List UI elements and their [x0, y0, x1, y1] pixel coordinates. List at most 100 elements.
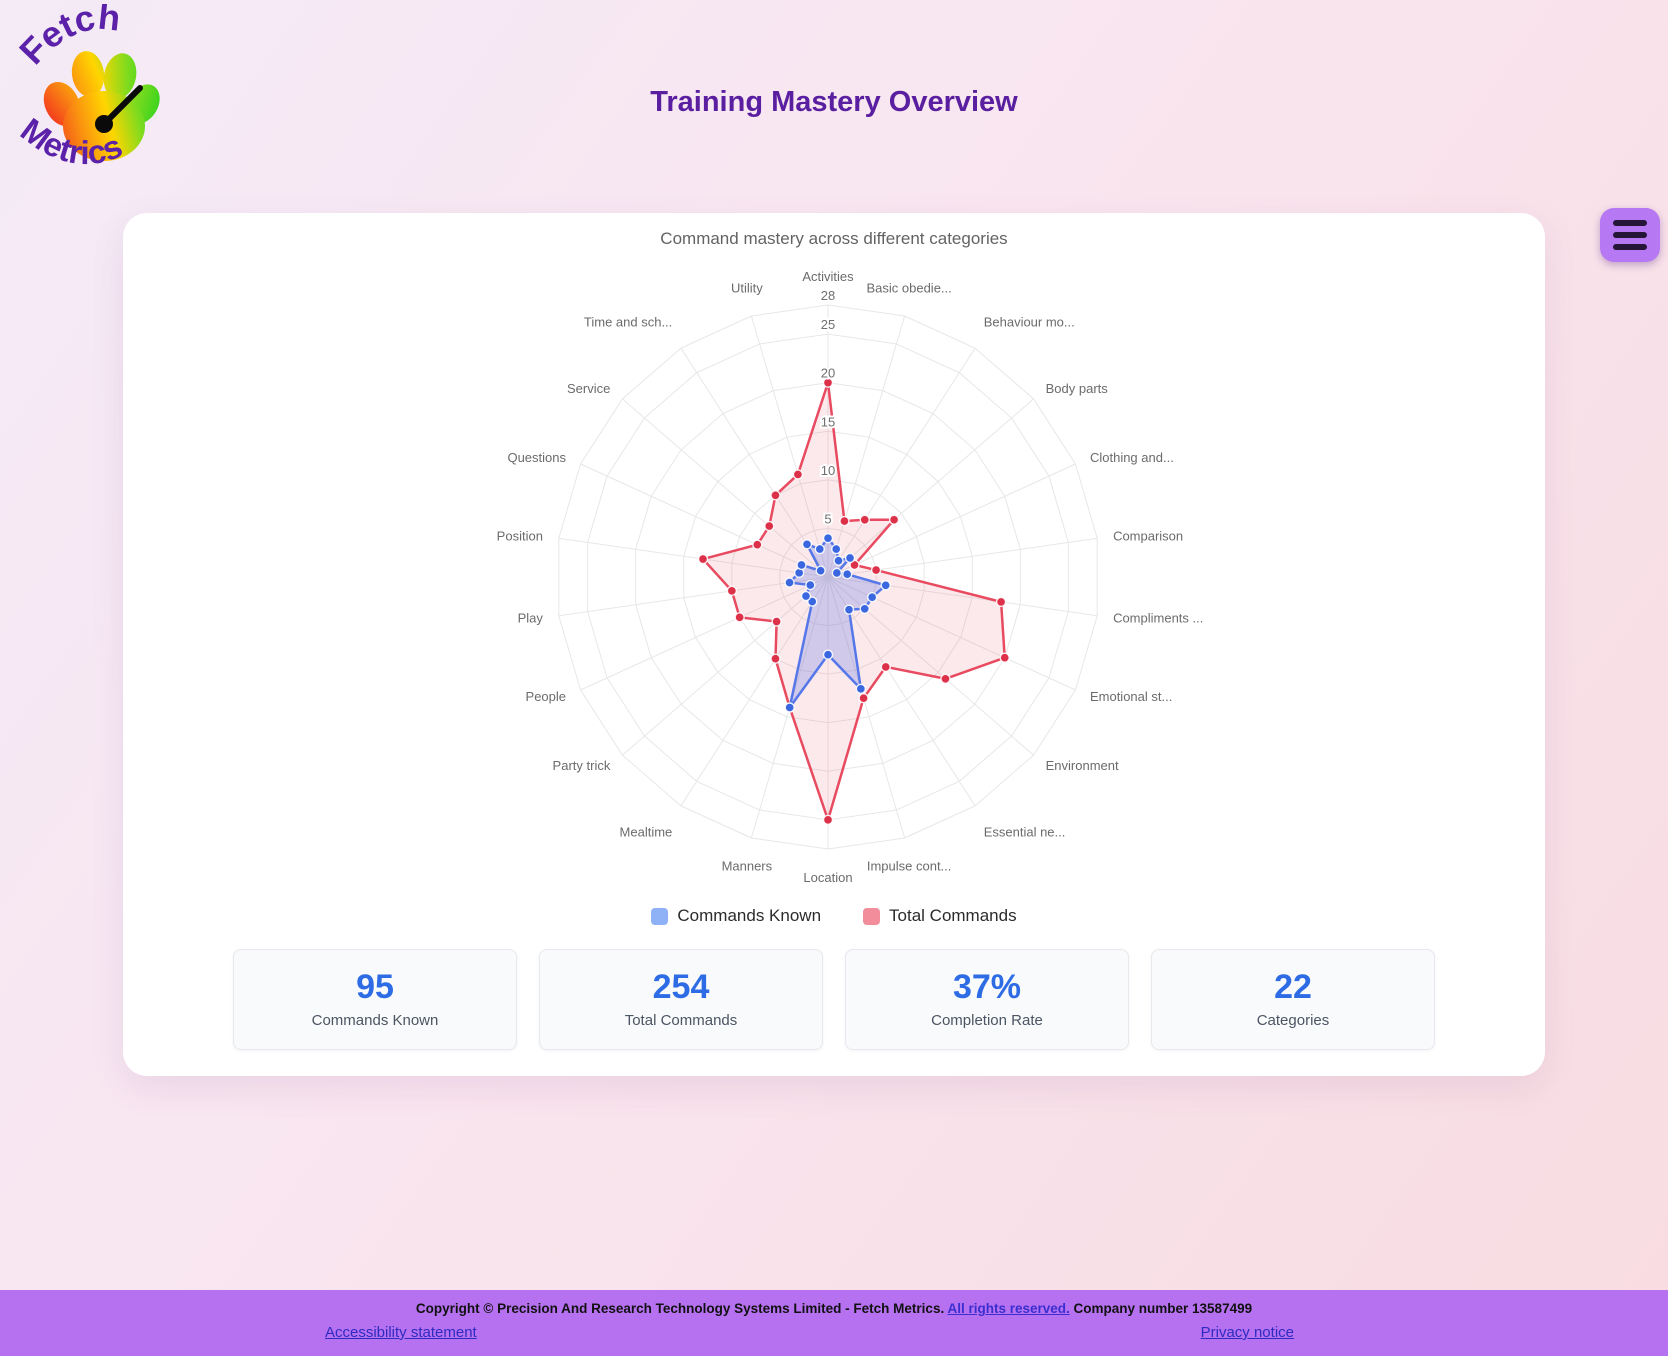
data-point: [831, 567, 843, 579]
data-point: [888, 514, 900, 525]
data-point: [822, 814, 834, 826]
category-label: Location: [803, 870, 852, 885]
grid-spoke: [558, 537, 829, 578]
grid-spoke: [827, 463, 1076, 578]
category-label: Position: [497, 529, 543, 544]
category-label: Play: [518, 610, 544, 625]
data-point: [752, 539, 763, 550]
data-point: [822, 649, 834, 660]
data-point: [784, 577, 795, 588]
data-point: [842, 569, 853, 580]
data-point: [858, 692, 869, 704]
grid-spoke: [827, 576, 976, 807]
data-point: [880, 661, 891, 673]
grid-spoke: [680, 347, 829, 578]
data-point: [999, 652, 1010, 663]
data-point: [855, 683, 867, 695]
footer: Copyright © Precision And Research Techn…: [0, 1290, 1668, 1356]
data-point: [734, 612, 745, 623]
data-point: [796, 559, 807, 571]
category-label: Compliments ...: [1113, 610, 1203, 625]
logo-text-fetch: Fetch: [12, 4, 122, 72]
legend-item-total-commands[interactable]: Total Commands: [863, 906, 1017, 926]
copyright-text: Copyright © Precision And Research Techn…: [0, 1301, 1668, 1316]
category-label: Party trick: [553, 758, 611, 773]
data-point: [940, 673, 951, 684]
category-label: Behaviour mo...: [984, 315, 1075, 330]
stat-value: 22: [1274, 968, 1312, 1006]
category-label: Clothing and...: [1090, 450, 1174, 465]
hamburger-bar: [1613, 232, 1647, 238]
category-label: Basic obedie...: [866, 281, 951, 296]
category-label: Time and sch...: [584, 315, 672, 330]
legend-label: Commands Known: [677, 906, 822, 925]
data-point: [815, 565, 826, 576]
category-label: Service: [567, 381, 610, 396]
data-point: [697, 553, 709, 565]
chart-card: Command mastery across different categor…: [123, 213, 1545, 1076]
data-point: [726, 585, 738, 597]
copyright-suffix: Company number 13587499: [1069, 1301, 1253, 1316]
grid-spoke: [622, 398, 829, 578]
legend-swatch: [651, 907, 669, 925]
privacy-notice-link[interactable]: Privacy notice: [1200, 1324, 1294, 1341]
data-point: [880, 580, 891, 591]
paw-print-icon: [43, 51, 160, 161]
hamburger-bar: [1613, 244, 1647, 250]
stat-label: Completion Rate: [931, 1012, 1043, 1029]
all-rights-reserved-link[interactable]: All rights reserved.: [947, 1301, 1070, 1316]
stat-label: Categories: [1256, 1012, 1330, 1029]
data-point: [822, 377, 834, 388]
data-point: [800, 590, 812, 602]
radial-tick-label: 15: [821, 414, 835, 429]
data-point: [814, 543, 825, 555]
data-point: [866, 591, 878, 603]
category-label: Impulse cont...: [867, 858, 952, 873]
data-point: [859, 514, 870, 525]
grid-spoke: [827, 347, 976, 578]
hamburger-bar: [1613, 220, 1647, 226]
radial-tick-label: 28: [821, 288, 835, 303]
grid-spoke: [580, 463, 829, 578]
accessibility-statement-link[interactable]: Accessibility statement: [325, 1324, 477, 1341]
category-label: Mealtime: [620, 824, 673, 839]
data-point: [784, 702, 795, 713]
category-label: Environment: [1046, 758, 1119, 773]
grid-spoke: [558, 576, 829, 617]
grid-spoke: [827, 576, 906, 839]
stat-value: 95: [356, 968, 394, 1006]
category-label: People: [526, 689, 566, 704]
data-point: [792, 469, 804, 480]
chart-title: Command mastery across different categor…: [660, 229, 1008, 248]
data-point: [822, 532, 834, 544]
data-point: [805, 579, 816, 591]
stat-value: 254: [652, 968, 710, 1006]
category-label: Body parts: [1046, 381, 1109, 396]
chart-legend: Commands Known Total Commands: [123, 903, 1545, 929]
stats-row: 95 Commands Known 254 Total Commands 37%…: [123, 949, 1545, 1050]
grid-spoke: [680, 576, 829, 807]
radial-tick-label: 5: [824, 511, 831, 526]
category-label: Emotional st...: [1090, 689, 1172, 704]
speedometer-needle-icon: [95, 85, 143, 133]
category-label: Activities: [802, 269, 854, 284]
hamburger-menu-button[interactable]: [1600, 208, 1660, 262]
data-point: [859, 603, 870, 615]
grid-spoke: [827, 398, 1034, 578]
stat-card-categories: 22 Categories: [1151, 949, 1435, 1050]
radial-tick-label: 25: [821, 317, 835, 332]
legend-swatch: [863, 907, 881, 925]
legend-item-commands-known[interactable]: Commands Known: [651, 906, 821, 926]
legend-label: Total Commands: [889, 906, 1017, 925]
category-label: Questions: [507, 450, 566, 465]
data-point: [764, 520, 775, 532]
data-point: [833, 555, 844, 566]
stat-card-total-commands: 254 Total Commands: [539, 949, 823, 1050]
grid-spoke: [827, 315, 906, 578]
radial-tick-label: 20: [821, 366, 835, 381]
data-point: [801, 539, 813, 550]
stat-label: Commands Known: [311, 1012, 439, 1029]
data-point: [771, 616, 782, 627]
fetch-metrics-logo[interactable]: Fetch Metrics: [12, 4, 172, 194]
category-label: Utility: [731, 281, 763, 296]
